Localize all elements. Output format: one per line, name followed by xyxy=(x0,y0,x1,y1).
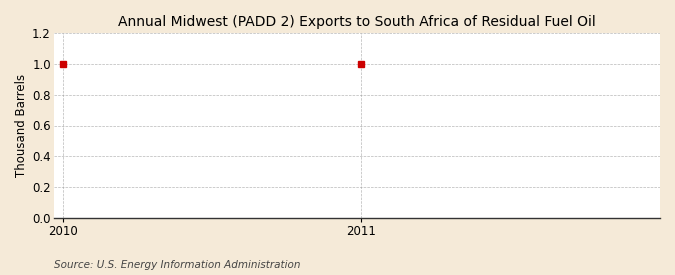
Text: Source: U.S. Energy Information Administration: Source: U.S. Energy Information Administ… xyxy=(54,260,300,270)
Y-axis label: Thousand Barrels: Thousand Barrels xyxy=(15,74,28,177)
Title: Annual Midwest (PADD 2) Exports to South Africa of Residual Fuel Oil: Annual Midwest (PADD 2) Exports to South… xyxy=(118,15,596,29)
